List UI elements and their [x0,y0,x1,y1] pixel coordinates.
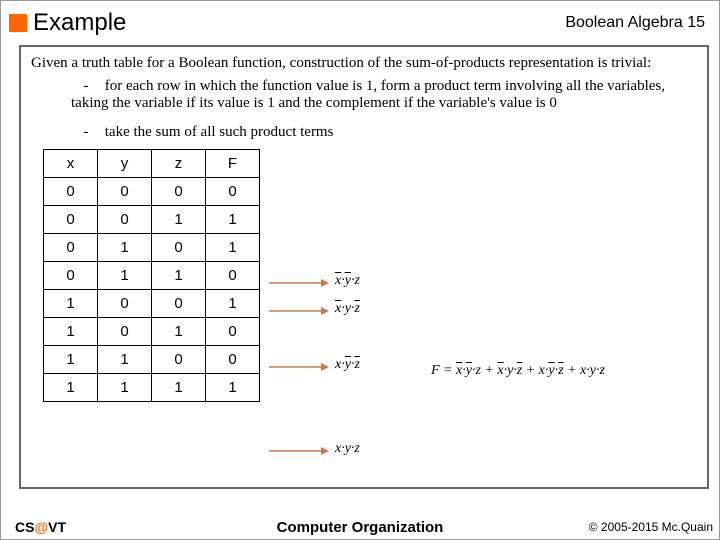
final-equation: F = x·y·z + x·y·z + x·y·z + x·y·z [431,363,605,379]
table-cell: 0 [44,234,98,262]
table-cell: 1 [206,374,260,402]
body-frame: Given a truth table for a Boolean functi… [19,45,709,489]
col-z: z [152,150,206,178]
table-cell: 0 [152,234,206,262]
product-term: x·y·z [335,357,360,373]
table-cell: 0 [206,262,260,290]
title-left: Example [9,9,126,37]
slide-header: Example Boolean Algebra 15 [1,1,719,45]
table-cell: 0 [98,318,152,346]
title-left-text: Example [33,9,126,37]
table-cell: 1 [206,206,260,234]
table-cell: 0 [98,290,152,318]
table-cell: 1 [44,318,98,346]
truth-table: x y z F 00000011010101101001101011001111 [43,149,260,402]
table-cell: 1 [206,234,260,262]
orange-bullet-icon [9,14,27,32]
table-cell: 0 [44,262,98,290]
table-cell: 1 [98,262,152,290]
bullet-1: - for each row in which the function val… [71,78,697,112]
footer-left: CS@VT [15,519,66,535]
col-F: F [206,150,260,178]
table-cell: 1 [44,374,98,402]
table-row: 0011 [44,206,260,234]
table-cell: 0 [98,206,152,234]
intro-text: Given a truth table for a Boolean functi… [31,55,697,72]
footer-center: Computer Organization [277,519,444,536]
product-term: x·y·z [335,441,360,457]
footer-right: © 2005-2015 Mc.Quain [589,520,713,534]
table-cell: 0 [44,178,98,206]
table-cell: 1 [152,206,206,234]
bullet-2: - take the sum of all such product terms [71,124,697,141]
table-cell: 1 [152,318,206,346]
dash-icon: - [71,78,101,95]
col-x: x [44,150,98,178]
product-term: x·y·z [335,301,360,317]
table-cell: 0 [98,178,152,206]
table-row: 0101 [44,234,260,262]
dash-icon: - [71,124,101,141]
slide-footer: CS@VT Computer Organization © 2005-2015 … [1,519,719,535]
table-cell: 1 [98,374,152,402]
table-cell: 0 [206,178,260,206]
product-term: x·y·z [335,273,360,289]
table-cell: 1 [44,346,98,374]
bullet-1-text: for each row in which the function value… [71,78,665,111]
table-cell: 0 [206,318,260,346]
table-cell: 0 [206,346,260,374]
table-cell: 0 [152,290,206,318]
table-cell: 1 [152,262,206,290]
table-cell: 0 [152,178,206,206]
table-cell: 0 [44,206,98,234]
table-row: 1111 [44,374,260,402]
table-cell: 1 [98,346,152,374]
table-cell: 0 [152,346,206,374]
bullet-2-text: take the sum of all such product terms [105,124,334,140]
table-row: 1100 [44,346,260,374]
table-header-row: x y z F [44,150,260,178]
table-cell: 1 [44,290,98,318]
title-right: Boolean Algebra 15 [565,14,705,32]
table-row: 0000 [44,178,260,206]
table-row: 1001 [44,290,260,318]
table-cell: 1 [152,374,206,402]
table-cell: 1 [206,290,260,318]
table-cell: 1 [98,234,152,262]
col-y: y [98,150,152,178]
table-row: 0110 [44,262,260,290]
table-row: 1010 [44,318,260,346]
